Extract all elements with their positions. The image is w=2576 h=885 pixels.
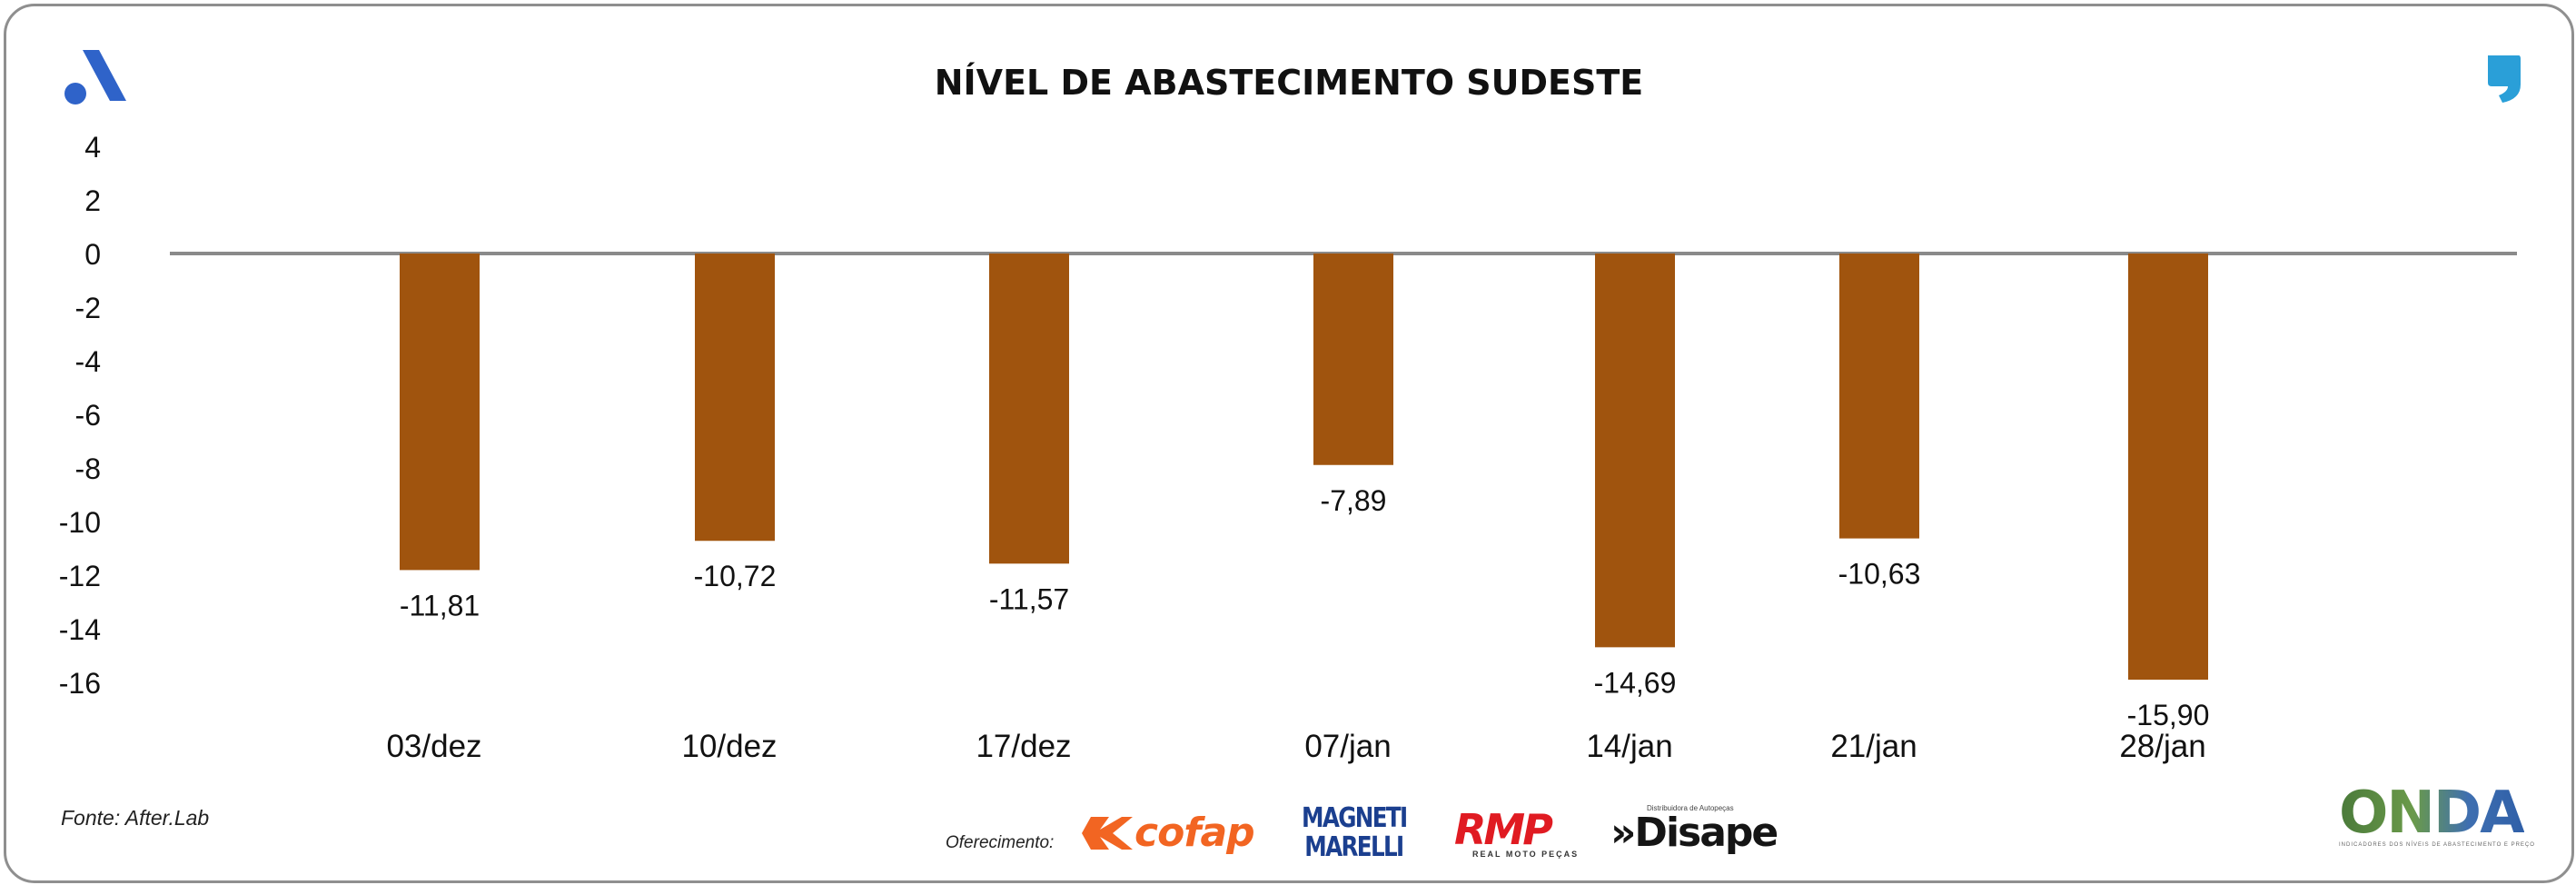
disape-tagline: Distribuidora de Autopeças xyxy=(1647,804,1734,812)
y-tick-label: -10 xyxy=(59,506,101,539)
bar-series xyxy=(400,254,2208,681)
y-tick-label: 2 xyxy=(84,184,101,217)
bar xyxy=(1313,254,1393,465)
x-axis-tick-labels: 03/dez 10/dez 17/dez 07/jan 14/jan 21/jan 28/j… xyxy=(386,729,2205,764)
x-tick-label: 03/dez xyxy=(386,729,481,764)
chart-card: NÍVEL DE ABASTECIMENTO SUDESTE 4 2 0 -2 -4 -6… xyxy=(4,4,2574,883)
bar xyxy=(1595,254,1675,648)
chart-title: NÍVEL DE ABASTECIMENTO SUDESTE xyxy=(934,63,1644,103)
disape-wordmark: »Disape xyxy=(1610,810,1778,856)
y-tick-label: 4 xyxy=(84,131,101,164)
onda-tagline: INDICADORES DOS NÍVEIS DE ABASTECIMENTO … xyxy=(2339,842,2535,848)
cofap-wordmark: cofap xyxy=(1134,810,1255,856)
x-tick-label: 17/dez xyxy=(976,729,1071,764)
y-tick-label: -2 xyxy=(75,292,101,324)
brand-logo-icon xyxy=(64,50,126,104)
rmp-tagline: REAL MOTO PEÇAS xyxy=(1472,850,1580,859)
magneti-line-2: MARELLI xyxy=(1304,831,1404,863)
data-label: -11,81 xyxy=(400,589,480,621)
disape-logo: Distribuidora de Autopeças »Disape xyxy=(1610,804,1778,856)
sponsor-label: Oferecimento: xyxy=(946,833,1055,852)
data-label: -15,90 xyxy=(2127,699,2210,731)
quote-icon xyxy=(2488,55,2521,103)
magneti-line-1: MAGNETI xyxy=(1302,802,1408,834)
cofap-logo: cofap xyxy=(1078,810,1255,856)
bar xyxy=(1839,254,1919,539)
y-tick-label: -8 xyxy=(75,452,101,485)
bar xyxy=(695,254,775,542)
rmp-wordmark: RMP xyxy=(1454,805,1553,854)
bar xyxy=(2128,254,2208,681)
y-tick-label: -4 xyxy=(75,345,101,378)
y-tick-label: -16 xyxy=(59,667,101,700)
x-tick-label: 07/jan xyxy=(1304,729,1391,764)
bar xyxy=(989,254,1069,564)
data-label: -7,89 xyxy=(1321,484,1387,517)
x-tick-label: 10/dez xyxy=(681,729,777,764)
cofap-mark-icon xyxy=(1082,816,1133,850)
bar xyxy=(400,254,480,571)
magneti-marelli-logo: MAGNETI MARELLI xyxy=(1302,802,1408,863)
data-label: -11,57 xyxy=(989,582,1069,615)
data-label: -10,72 xyxy=(694,560,777,592)
x-tick-label: 21/jan xyxy=(1830,729,1917,764)
source-note: Fonte: After.Lab xyxy=(61,806,210,830)
data-labels: -11,81 -10,72 -11,57 -7,89 -14,69 -10,63 -15,9… xyxy=(400,484,2210,731)
y-tick-label: -12 xyxy=(59,560,101,592)
y-tick-label: -6 xyxy=(75,399,101,432)
data-label: -14,69 xyxy=(1594,666,1677,699)
x-tick-label: 14/jan xyxy=(1586,729,1672,764)
y-tick-label: -14 xyxy=(59,613,101,646)
x-tick-label: 28/jan xyxy=(2119,729,2205,764)
bar-chart: 420-2-4-6-8-10-12-14-16 -11,81-10,72-11,… xyxy=(59,131,2517,764)
y-axis-tick-labels: 4 2 0 -2 -4 -6 -8 -10 -12 -14 -16 xyxy=(59,131,101,700)
y-tick-label: 0 xyxy=(84,238,101,271)
onda-logo: ONDA INDICADORES DOS NÍVEIS DE ABASTECIM… xyxy=(2339,780,2535,848)
onda-wordmark: ONDA xyxy=(2339,780,2525,847)
data-label: -10,63 xyxy=(1838,558,1921,591)
rmp-logo: RMP REAL MOTO PEÇAS xyxy=(1454,805,1585,859)
